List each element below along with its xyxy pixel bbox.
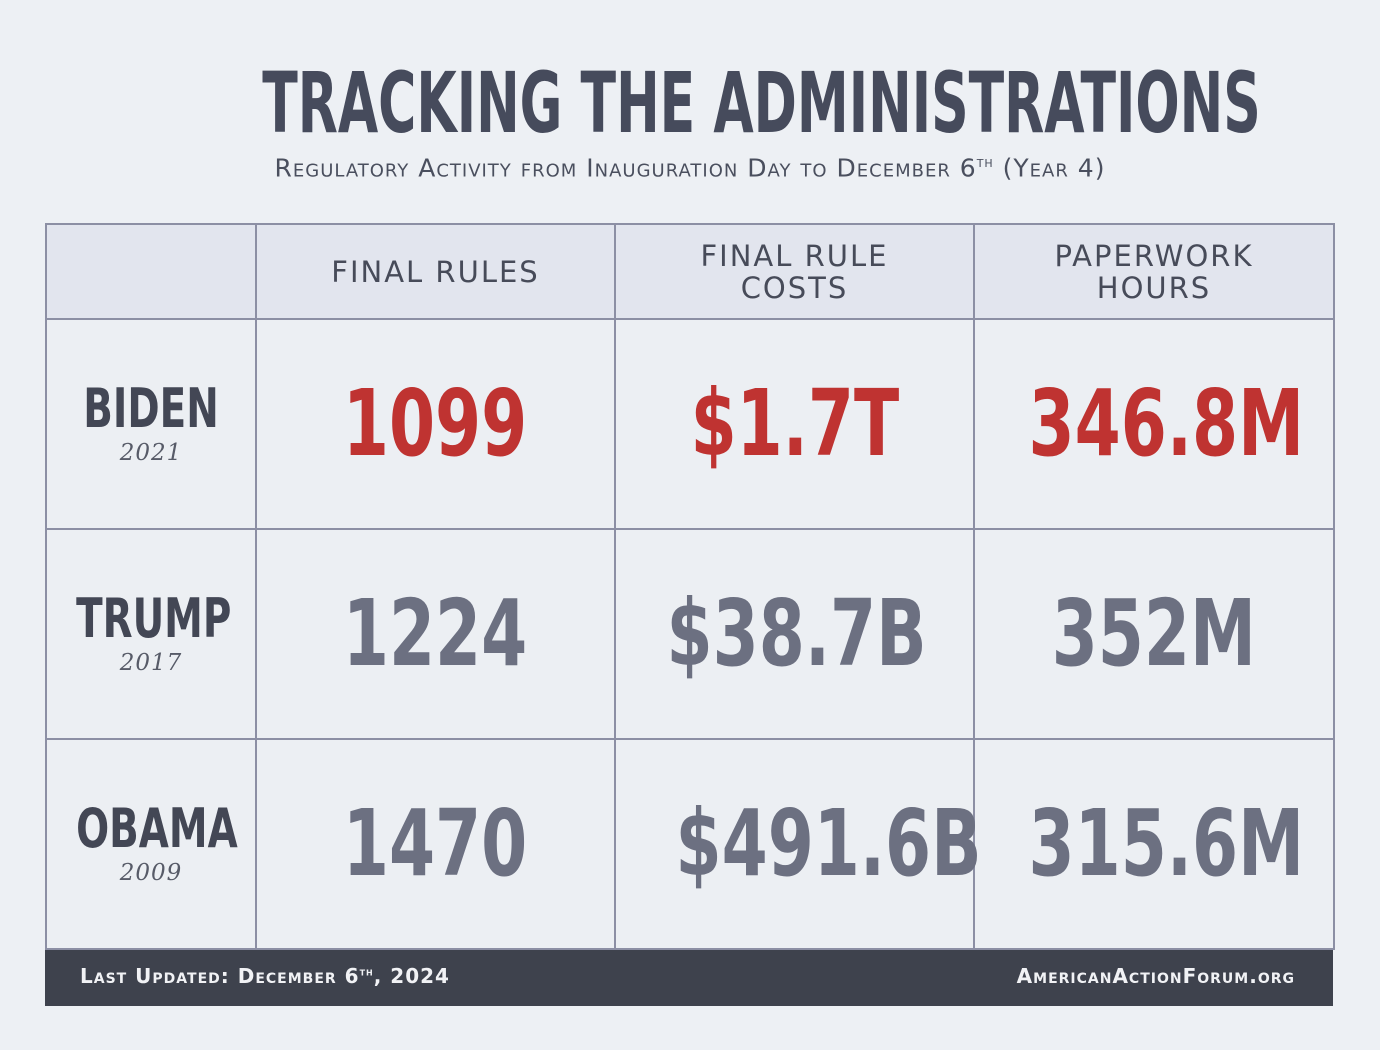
footer-bar: Last Updated: December 6th, 2024 America… bbox=[45, 950, 1333, 1006]
header-line: COSTS bbox=[740, 270, 849, 305]
value-cell-final-rule-costs: $1.7T bbox=[614, 318, 975, 530]
table-row-obama: OBAMA 2009 1470 $491.6B 315.6M bbox=[45, 738, 1335, 950]
last-updated-main: Last Updated: December 6 bbox=[80, 964, 360, 988]
value-final-rules: 1224 bbox=[343, 580, 528, 687]
header-paperwork-hours: PAPERWORK HOURS bbox=[973, 223, 1335, 320]
value-cell-final-rules: 1099 bbox=[255, 318, 616, 530]
administration-year: 2021 bbox=[119, 440, 183, 466]
header-row: FINAL RULES FINAL RULE COSTS PAPERWORK H… bbox=[45, 223, 1335, 320]
administration-name: TRUMP bbox=[76, 587, 232, 650]
header-final-rule-costs: FINAL RULE COSTS bbox=[614, 223, 975, 320]
administration-year: 2017 bbox=[119, 650, 183, 676]
header-final-rules: FINAL RULES bbox=[255, 223, 616, 320]
table-row-trump: TRUMP 2017 1224 $38.7B 352M bbox=[45, 528, 1335, 740]
last-updated-sup: th bbox=[359, 964, 374, 979]
value-paperwork-hours: 346.8M bbox=[1028, 370, 1305, 477]
subtitle-tail: (Year 4) bbox=[993, 153, 1106, 183]
page-title: TRACKING THE ADMINISTRATIONS bbox=[262, 54, 1261, 152]
subtitle-main: Regulatory Activity from Inauguration Da… bbox=[274, 153, 977, 183]
value-paperwork-hours: 315.6M bbox=[1028, 790, 1305, 897]
header-line: HOURS bbox=[1096, 270, 1212, 305]
administration-name: BIDEN bbox=[83, 377, 219, 440]
value-final-rule-costs: $491.6B bbox=[675, 790, 982, 897]
last-updated: Last Updated: December 6th, 2024 bbox=[80, 964, 450, 988]
last-updated-tail: , 2024 bbox=[373, 964, 450, 988]
value-cell-paperwork-hours: 352M bbox=[973, 528, 1335, 740]
subtitle-sup: th bbox=[976, 153, 994, 171]
header-line: FINAL RULES bbox=[331, 254, 540, 289]
table-row-biden: BIDEN 2021 1099 $1.7T 346.8M bbox=[45, 318, 1335, 530]
header-corner-cell bbox=[45, 223, 257, 320]
value-cell-paperwork-hours: 346.8M bbox=[973, 318, 1335, 530]
administration-name: OBAMA bbox=[76, 797, 238, 860]
header-line: FINAL RULE bbox=[700, 238, 889, 273]
value-final-rule-costs: $38.7B bbox=[666, 580, 927, 687]
value-final-rules: 1099 bbox=[343, 370, 528, 477]
header-line: PAPERWORK bbox=[1054, 238, 1254, 273]
page-subtitle: Regulatory Activity from Inauguration Da… bbox=[0, 146, 1380, 184]
administration-year: 2009 bbox=[119, 860, 183, 886]
comparison-table-wrap: FINAL RULES FINAL RULE COSTS PAPERWORK H… bbox=[45, 223, 1335, 950]
website-link[interactable]: AmericanActionForum.org bbox=[1016, 964, 1295, 988]
row-label-cell: OBAMA 2009 bbox=[45, 738, 257, 950]
comparison-table: FINAL RULES FINAL RULE COSTS PAPERWORK H… bbox=[45, 223, 1335, 950]
value-cell-final-rule-costs: $491.6B bbox=[614, 738, 982, 950]
value-final-rules: 1470 bbox=[343, 790, 528, 897]
row-label-cell: TRUMP 2017 bbox=[45, 528, 257, 740]
value-cell-paperwork-hours: 315.6M bbox=[973, 738, 1335, 950]
value-cell-final-rules: 1224 bbox=[255, 528, 616, 740]
value-paperwork-hours: 352M bbox=[1051, 580, 1257, 687]
value-cell-final-rules: 1470 bbox=[255, 738, 616, 950]
row-label-cell: BIDEN 2021 bbox=[45, 318, 257, 530]
value-final-rule-costs: $1.7T bbox=[690, 370, 899, 477]
value-cell-final-rule-costs: $38.7B bbox=[614, 528, 975, 740]
